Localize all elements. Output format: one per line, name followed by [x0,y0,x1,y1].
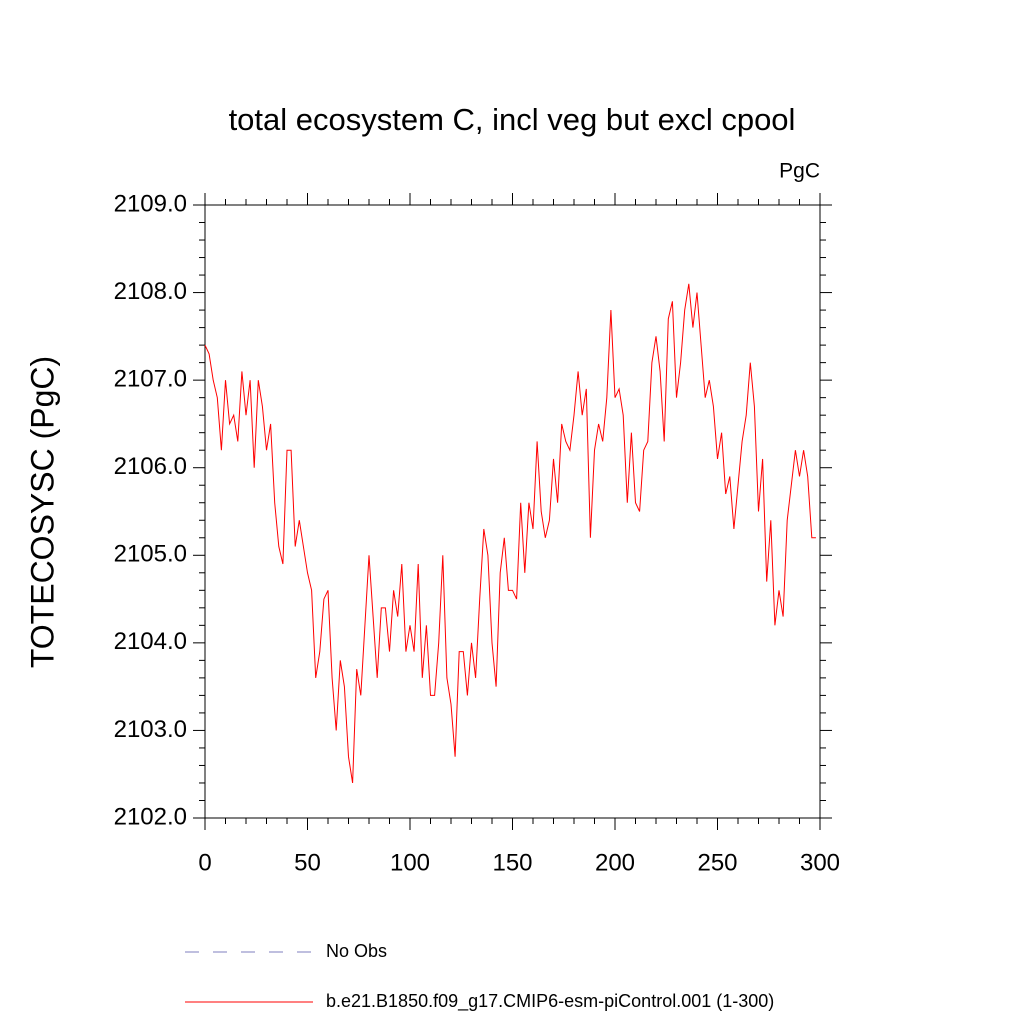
y-tick-label: 2104.0 [114,628,187,655]
data-line [204,283,816,784]
legend-label: No Obs [326,941,387,961]
y-tick-label: 2107.0 [114,365,187,392]
chart-title: total ecosystem C, incl veg but excl cpo… [229,102,796,137]
y-tick-label: 2105.0 [114,541,187,568]
x-tick-label: 250 [697,849,737,876]
y-tick-label: 2103.0 [114,716,187,743]
units-label: PgC [779,160,820,183]
plot-frame [204,204,821,819]
y-axis-label: TOTECOSYSC (PgC) [24,356,60,668]
legend-label: b.e21.B1850.f09_g17.CMIP6-esm-piControl.… [326,991,774,1012]
x-tick-label: 0 [198,849,211,876]
y-tick-label: 2109.0 [114,190,187,217]
y-tick-label: 2106.0 [114,453,187,480]
x-tick-label: 150 [492,849,532,876]
x-tick-label: 50 [294,849,321,876]
x-tick-label: 100 [390,849,430,876]
y-tick-label: 2102.0 [114,803,187,830]
x-tick-label: 300 [800,849,840,876]
y-tick-label: 2108.0 [114,278,187,305]
x-tick-label: 200 [595,849,635,876]
